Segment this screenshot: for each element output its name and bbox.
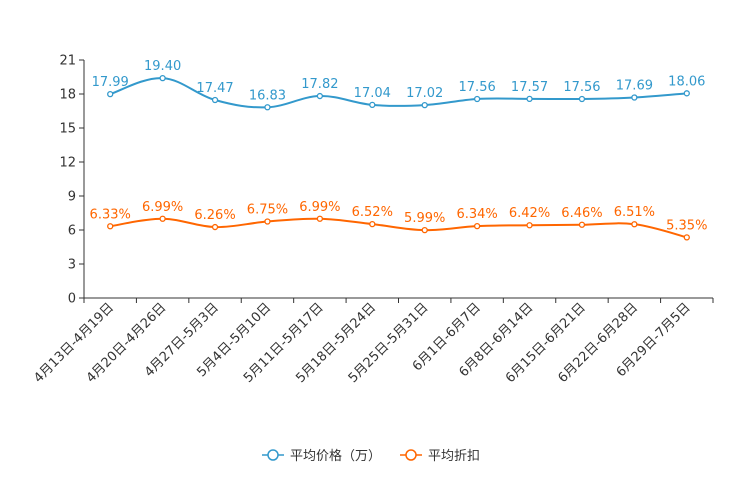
y-tick-label: 12 [59,156,76,171]
data-label: 6.52% [352,205,393,220]
data-point[interactable] [211,223,219,231]
data-label: 6.99% [142,200,183,215]
data-point[interactable] [211,96,219,104]
data-point[interactable] [159,215,166,222]
data-label: 6.42% [509,206,550,221]
data-label: 17.56 [563,80,600,95]
data-point[interactable] [631,94,638,101]
series-line [109,77,687,109]
legend-label: 平均价格（万） [290,448,381,464]
data-label: 19.40 [144,59,181,74]
data-point[interactable] [264,218,271,225]
data-label: 17.56 [459,80,496,95]
y-tick-label: 21 [59,54,76,69]
data-point[interactable] [526,95,533,103]
legend-marker [405,449,417,461]
series-1: 17.99 19.40 17.47 16.83 17.82 17.04 17.02 17.56… [92,59,705,111]
data-point[interactable] [421,226,428,234]
series-2: 6.33% 6.99% 6.26% 6.75% 6.99% 6.52% 5.99% 6.34%… [90,200,707,241]
data-point[interactable] [578,95,586,103]
data-point[interactable] [107,90,114,98]
data-point[interactable] [683,90,690,97]
data-label: 6.34% [456,207,497,222]
data-label: 17.04 [354,86,391,101]
y-tick-label: 18 [59,88,76,103]
data-label: 6.75% [247,203,288,218]
data-point[interactable] [264,104,271,111]
data-label: 6.51% [614,205,655,220]
data-label: 5.35% [666,218,707,233]
data-point[interactable] [316,92,324,100]
data-point[interactable] [421,101,428,109]
series-layer: 17.99 19.40 17.47 16.83 17.82 17.04 17.02 17.56… [90,59,707,241]
data-label: 16.83 [249,88,286,103]
data-label: 17.69 [616,79,653,94]
data-point[interactable] [473,95,481,103]
data-point[interactable] [578,221,586,228]
data-point[interactable] [526,222,533,229]
data-point[interactable] [631,221,638,228]
data-label: 6.46% [561,206,602,221]
y-tick-label: 15 [59,122,76,137]
legend-item-2[interactable]: 平均折扣 [400,449,480,464]
legend-item-1[interactable]: 平均价格（万） [262,448,381,464]
data-point[interactable] [159,74,166,82]
data-label: 6.33% [90,207,131,222]
data-label: 17.82 [301,77,338,92]
y-tick-label: 9 [68,190,76,205]
legend-marker [267,449,279,461]
data-point[interactable] [107,223,114,230]
data-point[interactable] [369,101,376,109]
data-label: 17.02 [406,86,443,101]
data-point[interactable] [683,234,690,241]
data-label: 5.99% [404,211,445,226]
y-tick-label: 6 [68,224,76,239]
legend-label: 平均折扣 [428,449,480,464]
y-tick-label: 0 [68,292,76,307]
data-label: 17.47 [196,81,233,96]
data-point[interactable] [316,215,324,222]
data-label: 17.57 [511,80,548,95]
data-point[interactable] [369,220,376,228]
y-tick-label: 3 [68,258,76,273]
data-label: 6.26% [194,208,235,223]
data-label: 17.99 [92,75,129,90]
legend: 平均价格（万） 平均折扣 [262,448,480,464]
data-label: 6.99% [299,200,340,215]
series-line [110,217,688,239]
data-label: 18.06 [668,74,705,89]
data-point[interactable] [473,222,481,230]
